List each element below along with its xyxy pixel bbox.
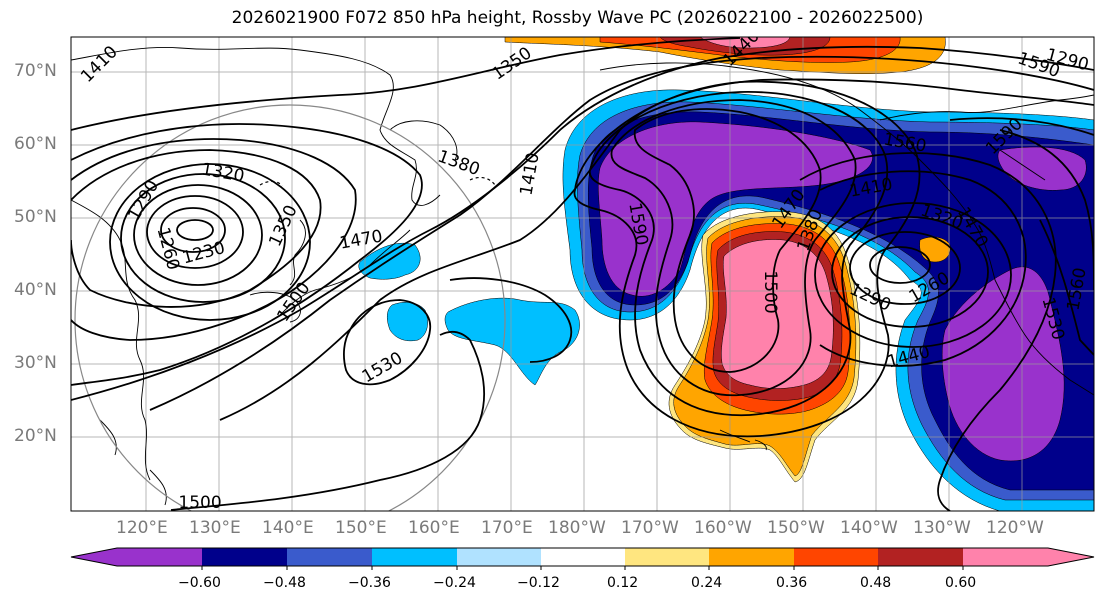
lon-label: 170°W (621, 518, 679, 538)
positive-anomaly-north-pink (699, 37, 791, 49)
colorbar-segment (117, 548, 202, 566)
negative-anomaly-purple-ne (997, 146, 1087, 191)
lat-label: 70°N (14, 61, 57, 81)
lon-label: 180°W (548, 518, 606, 538)
colorbar-tick-label: 0.36 (776, 575, 808, 591)
colorbar-outline (70, 547, 1095, 567)
lon-label: 150°W (767, 518, 825, 538)
colorbar-segment (625, 548, 709, 566)
colorbar-tick-label: 0.60 (945, 575, 977, 591)
colorbar-tick-label: −0.60 (178, 575, 221, 591)
colorbar-segment (287, 548, 372, 566)
lon-label: 130°W (913, 518, 971, 538)
lon-label: 120°E (116, 518, 168, 538)
dashed-features (259, 176, 496, 187)
colorbar-segment (709, 548, 794, 566)
lon-label: 120°W (986, 518, 1044, 538)
colorbar-segment (372, 548, 457, 566)
contour-label: 1500 (178, 493, 221, 513)
colorbar-segment (541, 548, 625, 566)
positive-anomaly-small-orange (919, 236, 951, 263)
lon-label: 160°W (694, 518, 752, 538)
contour-label: 1500 (760, 270, 780, 313)
colorbar-segment (963, 548, 1048, 566)
colorbar-tick-label: −0.24 (433, 575, 476, 591)
lon-label: 170°E (481, 518, 533, 538)
lon-label: 140°W (840, 518, 898, 538)
lat-label: 30°N (14, 353, 57, 373)
height-contours (71, 37, 1094, 511)
lon-label: 150°E (335, 518, 387, 538)
colorbar-tick-label: −0.12 (517, 575, 560, 591)
lon-label: 160°E (408, 518, 460, 538)
colorbar-tick-label: −0.48 (263, 575, 306, 591)
colorbar-segment (202, 548, 287, 566)
lat-label: 20°N (14, 426, 57, 446)
colorbar-tick-label: 0.12 (607, 575, 639, 591)
colorbar-tick-label: −0.36 (348, 575, 391, 591)
lat-label: 50°N (14, 207, 57, 227)
colorbar-tick-label: 0.48 (860, 575, 892, 591)
lon-label: 130°E (189, 518, 241, 538)
map-title: 2026021900 F072 850 hPa height, Rossby W… (231, 8, 924, 28)
colorbar-segment (457, 548, 541, 566)
colorbar-tick-label: 0.24 (691, 575, 723, 591)
colorbar-segment (794, 548, 878, 566)
map-panel: 1410 1350 1380 1410 1320 1290 1230 1260 … (71, 37, 1094, 513)
lat-label: 40°N (14, 280, 57, 300)
gridlines (71, 37, 1094, 511)
region-circle (74, 104, 506, 511)
colorbar-over-extend (1048, 548, 1094, 566)
coastlines (71, 47, 1094, 506)
lon-label: 140°E (262, 518, 314, 538)
lat-label: 60°N (14, 134, 57, 154)
colorbar (70, 547, 1095, 570)
map-frame (70, 36, 1095, 512)
colorbar-segment (878, 548, 963, 566)
colorbar-under-extend (71, 548, 117, 566)
